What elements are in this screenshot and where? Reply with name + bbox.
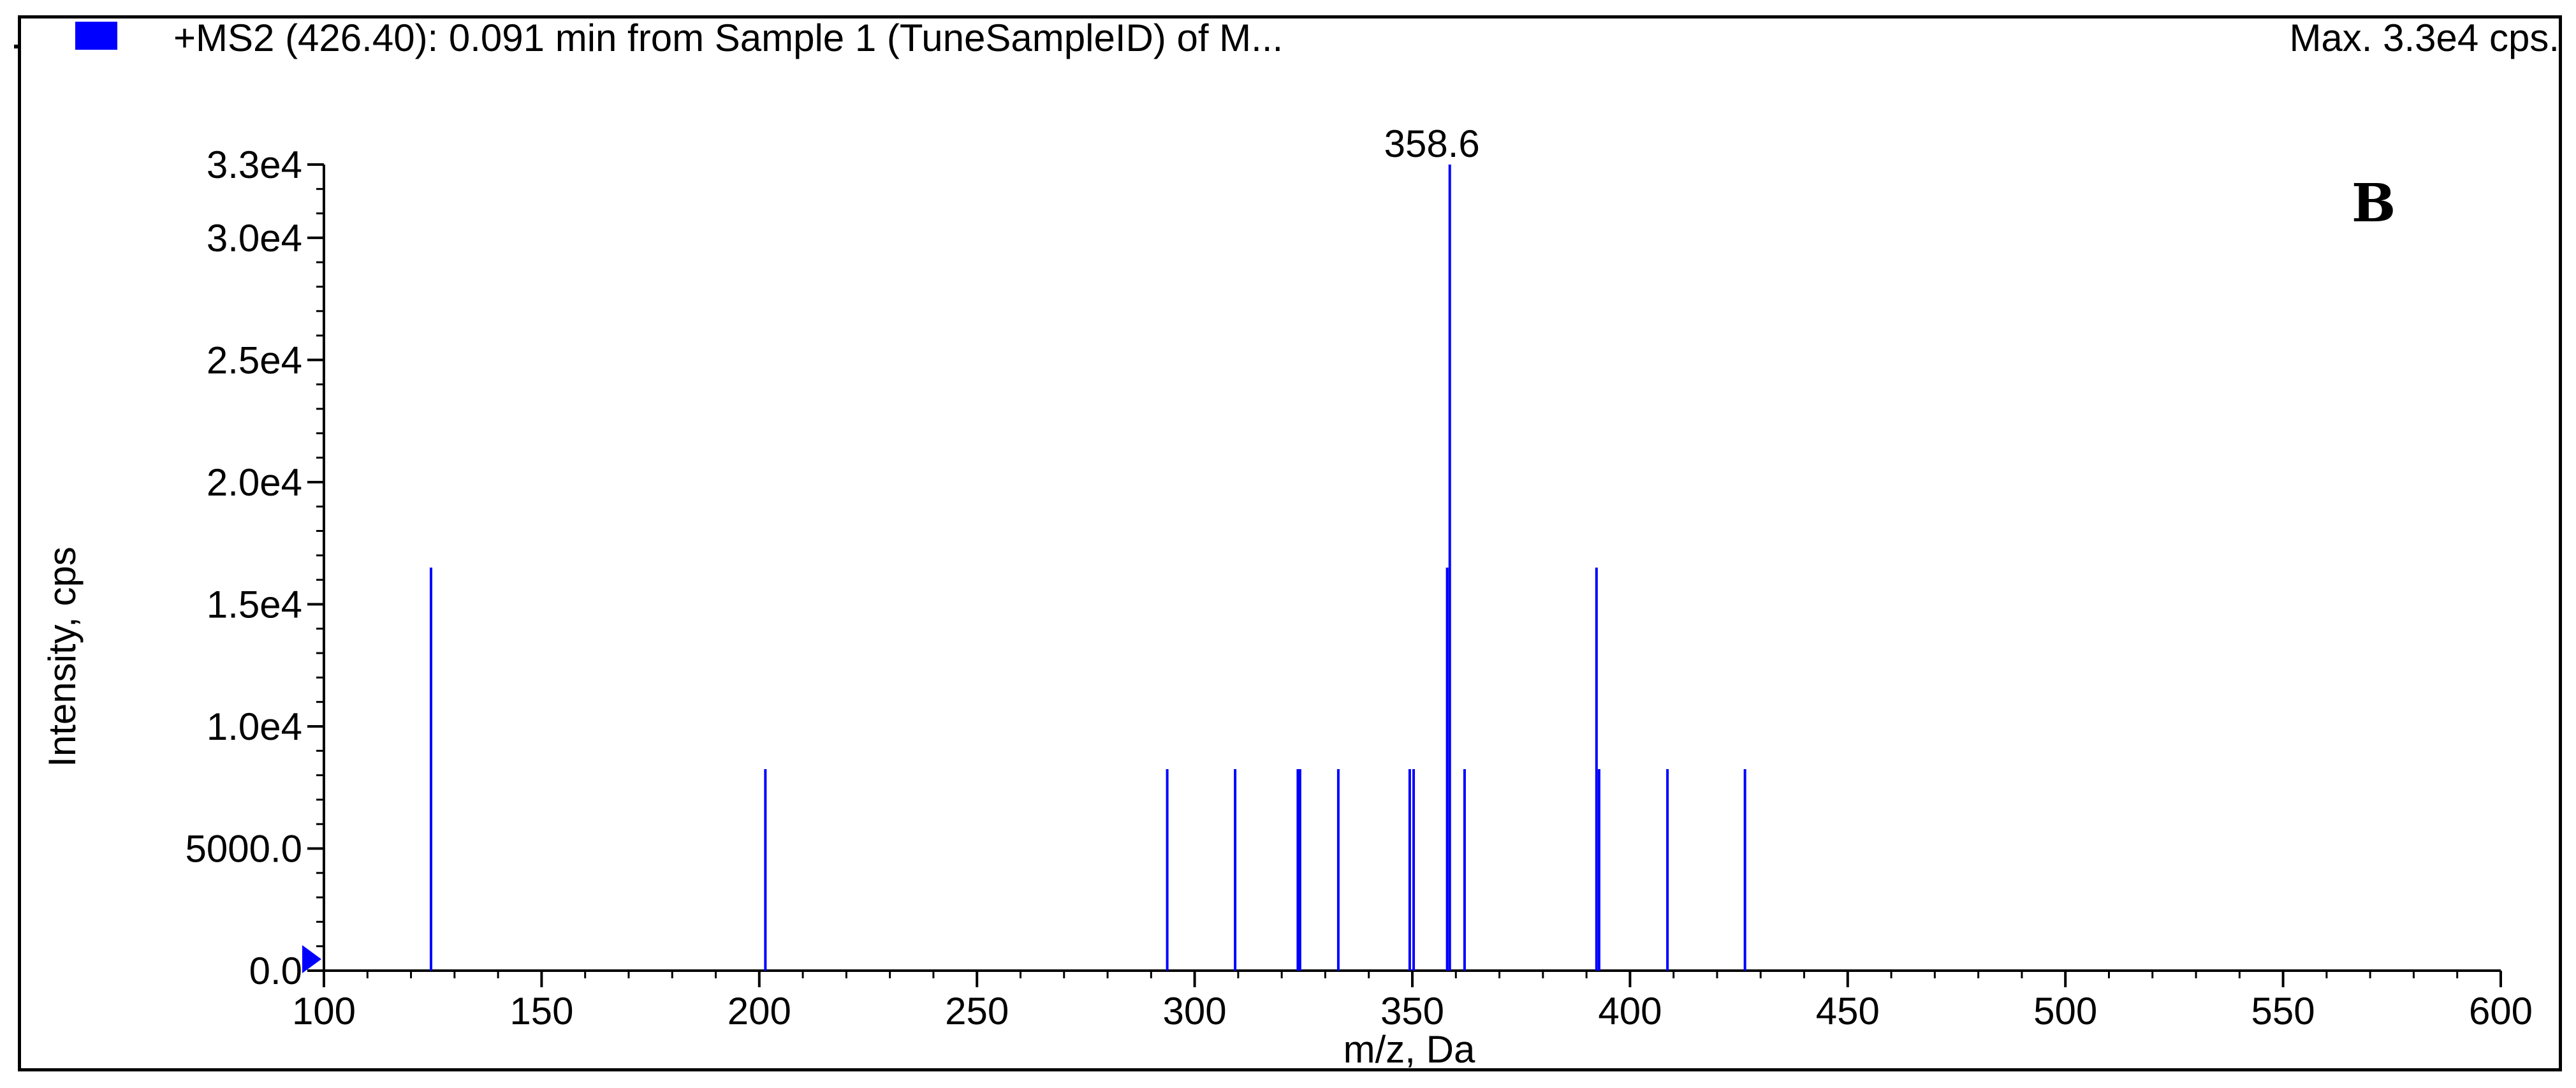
y-tick-label: 3.3e4 xyxy=(207,143,302,186)
max-intensity-label: Max. 3.3e4 cps. xyxy=(2289,17,2559,59)
x-tick-label: 500 xyxy=(2033,990,2097,1033)
peak-label: 358.6 xyxy=(1384,122,1480,165)
x-tick-label: 600 xyxy=(2469,990,2533,1033)
frame-bottom-border xyxy=(18,1068,2562,1071)
x-tick-label: 400 xyxy=(1598,990,1662,1033)
x-tick-label: 550 xyxy=(2251,990,2315,1033)
frame-right-border xyxy=(2559,15,2562,1071)
legend-swatch[interactable] xyxy=(75,22,117,50)
y-axis: 0.0 5000.0 1.0e4 1.5e4 2.0e4 2.5e4 3.0e4 3.3e4 xyxy=(185,143,325,992)
x-tick-label: 450 xyxy=(1816,990,1880,1033)
x-tick-label: 350 xyxy=(1380,990,1444,1033)
chart-title: +MS2 (426.40): 0.091 min from Sample 1 (… xyxy=(173,17,1284,59)
frame-left-border xyxy=(18,15,21,1071)
frame-corner-mark xyxy=(14,45,18,48)
x-axis: 100 150 200 250 300 350 400 450 500 550 600 xyxy=(292,969,2533,1033)
y-tick-label: 2.0e4 xyxy=(207,461,302,504)
panel-letter: B xyxy=(2352,173,2396,234)
x-tick-label: 250 xyxy=(945,990,1009,1033)
baseline-marker-icon[interactable] xyxy=(302,945,321,973)
x-tick-label: 150 xyxy=(509,990,573,1033)
y-tick-label: 1.0e4 xyxy=(207,705,302,748)
y-tick-label: 2.5e4 xyxy=(207,339,302,381)
peak-annotations: 358.6 xyxy=(1384,122,1480,165)
y-tick-label: 3.0e4 xyxy=(207,217,302,260)
peak-series xyxy=(429,165,1746,971)
x-tick-label: 200 xyxy=(728,990,791,1033)
header-rule xyxy=(18,15,2562,18)
y-tick-label: 5000.0 xyxy=(185,827,302,870)
x-axis-title: m/z, Da xyxy=(1343,1028,1475,1071)
x-tick-label: 100 xyxy=(292,990,356,1033)
x-tick-label: 300 xyxy=(1163,990,1227,1033)
y-tick-label: 0.0 xyxy=(249,950,302,992)
y-tick-label: 1.5e4 xyxy=(207,583,302,626)
y-axis-title: Intensity, cps xyxy=(41,547,84,767)
